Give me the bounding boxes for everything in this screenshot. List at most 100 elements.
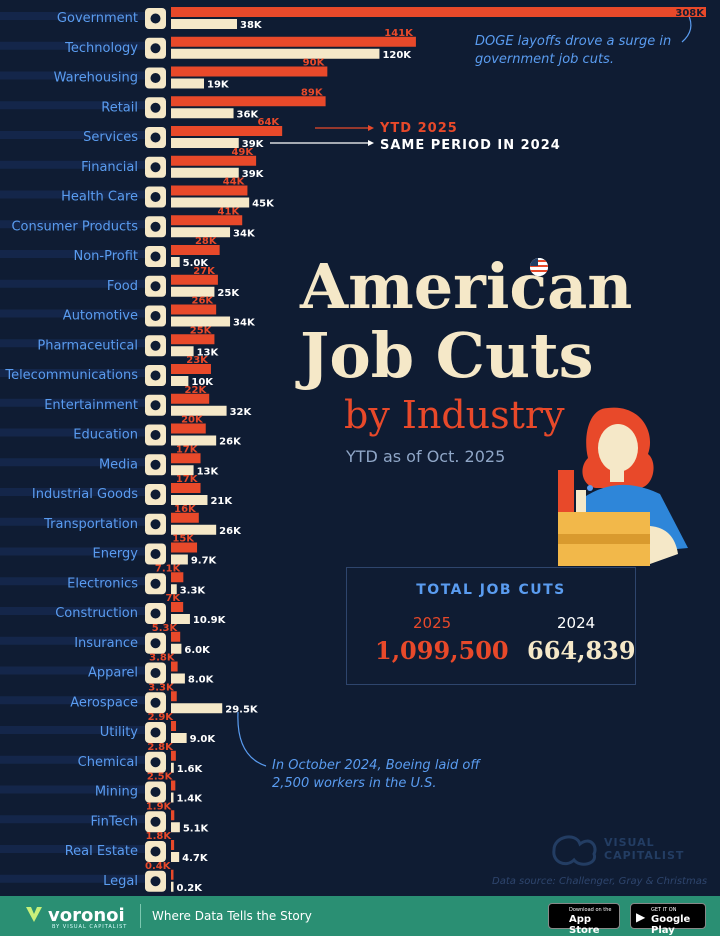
category-label-legal: Legal	[103, 874, 138, 889]
value-label-2025-electronics: 7.1K	[155, 563, 182, 574]
bar-2025-government	[171, 7, 706, 17]
bar-2024-media	[171, 465, 194, 476]
bar-2025-automotive	[171, 304, 217, 315]
footer-tagline: Where Data Tells the Story	[152, 909, 312, 923]
woman-holding-box-illustration	[548, 398, 708, 588]
bar-2024-non-profit	[171, 257, 180, 267]
footer-divider	[140, 904, 141, 928]
category-label-insurance: Insurance	[74, 636, 138, 651]
graduation-icon-glyph	[150, 430, 161, 440]
value-label-2024-entertainment: 32K	[230, 407, 253, 418]
bar-2025-real-estate	[171, 840, 175, 850]
value-label-2024-industrial-goods: 21K	[210, 496, 233, 507]
legend-ytd-2025: YTD 2025	[380, 121, 458, 136]
bar-2025-food	[171, 274, 218, 285]
house-icon-glyph	[150, 846, 161, 857]
row-stripe	[0, 339, 166, 348]
category-label-mining: Mining	[95, 785, 138, 800]
title-block: American Job Cuts by Industry YTD as of …	[300, 255, 710, 467]
totals-value-2024: 664,839	[527, 636, 636, 665]
value-label-2024-aerospace: 29.5K	[225, 704, 259, 715]
bar-2024-construction	[171, 614, 190, 624]
value-label-2024-transportation: 26K	[219, 526, 242, 537]
category-label-retail: Retail	[101, 100, 138, 115]
value-label-2024-chemical: 1.6K	[177, 764, 204, 775]
bar-2024-technology	[171, 48, 380, 59]
doge-annotation: DOGE layoffs drove a surge in government…	[475, 34, 672, 67]
value-label-2024-food: 25K	[217, 288, 240, 299]
value-label-2025-food: 27K	[193, 266, 216, 277]
google-play-label: Google Play	[651, 914, 691, 936]
voronoi-byline: BY VISUAL CAPITALIST	[52, 924, 128, 930]
value-label-2025-education: 20K	[181, 415, 204, 426]
value-label-2025-government: 308K	[675, 8, 705, 19]
category-label-aerospace: Aerospace	[70, 695, 138, 710]
category-label-apparel: Apparel	[88, 666, 138, 681]
dollar-icon-glyph	[150, 162, 161, 173]
shield-icon-glyph	[150, 638, 161, 649]
visual-capitalist-text: VISUAL CAPITALIST	[604, 836, 685, 862]
value-label-2025-transportation: 16K	[174, 504, 197, 515]
app-store-button[interactable]: Download on the App Store	[548, 903, 620, 936]
total-job-cuts-box: TOTAL JOB CUTS 2025 2024 1,099,500 664,8…	[346, 567, 636, 685]
bar-2025-technology	[171, 36, 416, 47]
bar-2025-retail	[171, 96, 326, 107]
bar-2024-consumer-products	[171, 227, 231, 238]
google-play-icon: ▶	[636, 910, 646, 924]
voronoi-logo-icon[interactable]	[24, 904, 44, 924]
google-play-button[interactable]: ▶ GET IT ON Google Play	[630, 903, 706, 936]
row-stripe	[0, 577, 166, 586]
value-label-2025-warehousing: 90K	[303, 58, 326, 69]
chart-subtitle: YTD as of Oct. 2025	[346, 447, 506, 466]
bar-2025-utility	[171, 721, 177, 731]
bar-2025-services	[171, 126, 283, 136]
bar-2024-real-estate	[171, 852, 180, 862]
category-label-automotive: Automotive	[63, 309, 138, 324]
row-stripe	[0, 517, 166, 526]
row-stripe	[0, 190, 166, 199]
totals-value-2025: 1,099,500	[375, 636, 509, 665]
category-label-chemical: Chemical	[78, 755, 138, 770]
coin-icon-glyph	[150, 816, 161, 827]
value-label-2025-financial: 49K	[231, 147, 254, 158]
gavel-icon-glyph	[150, 876, 161, 887]
value-label-2024-services: 39K	[242, 139, 265, 150]
plane-icon-glyph	[150, 697, 161, 708]
category-label-education: Education	[73, 428, 138, 443]
bar-2025-consumer-products	[171, 215, 243, 226]
value-label-2025-fintech: 1.9K	[146, 801, 173, 812]
value-label-2024-insurance: 6.0K	[184, 645, 211, 656]
shirt-icon-glyph	[150, 668, 161, 678]
totals-year-2024: 2024	[557, 614, 596, 632]
value-label-2024-real-estate: 4.7K	[182, 853, 209, 864]
boeing-annotation-line	[237, 711, 267, 767]
value-label-2024-technology: 120K	[382, 50, 412, 61]
row-stripe	[0, 696, 166, 705]
value-label-2025-telecommunications: 23K	[186, 355, 209, 366]
heart-icon-glyph	[150, 192, 161, 202]
bar-2024-utility	[171, 733, 187, 743]
row-stripe	[0, 636, 166, 645]
value-label-2025-technology: 141K	[384, 28, 414, 39]
bar-2024-energy	[171, 554, 188, 565]
utensils-icon-glyph	[150, 281, 161, 292]
value-label-2025-real-estate: 1.8K	[146, 831, 173, 842]
bar-2024-pharmaceutical	[171, 346, 194, 357]
totals-year-2025: 2025	[413, 614, 452, 632]
bar-2025-mining	[171, 780, 176, 791]
tools-icon-glyph	[150, 727, 161, 738]
bar-chart: Government 308K 38K Technology 141K 120K Wareh…	[0, 7, 706, 894]
value-label-2024-telecommunications: 10K	[191, 377, 214, 388]
bolt-icon-glyph	[150, 549, 161, 559]
category-label-entertainment: Entertainment	[44, 398, 138, 413]
visual-capitalist-logo	[550, 832, 700, 868]
plug-icon-glyph	[150, 578, 161, 589]
row-stripe	[0, 369, 166, 377]
totals-title: TOTAL JOB CUTS	[416, 582, 566, 598]
phone-icon-glyph	[150, 43, 161, 54]
chart-title-line2: Job Cuts	[300, 319, 594, 392]
handshake-icon-glyph	[150, 132, 161, 143]
voronoi-wordmark[interactable]: voronoi	[48, 905, 125, 926]
bar-2025-aerospace	[171, 691, 177, 702]
bar-2024-services	[171, 138, 239, 148]
